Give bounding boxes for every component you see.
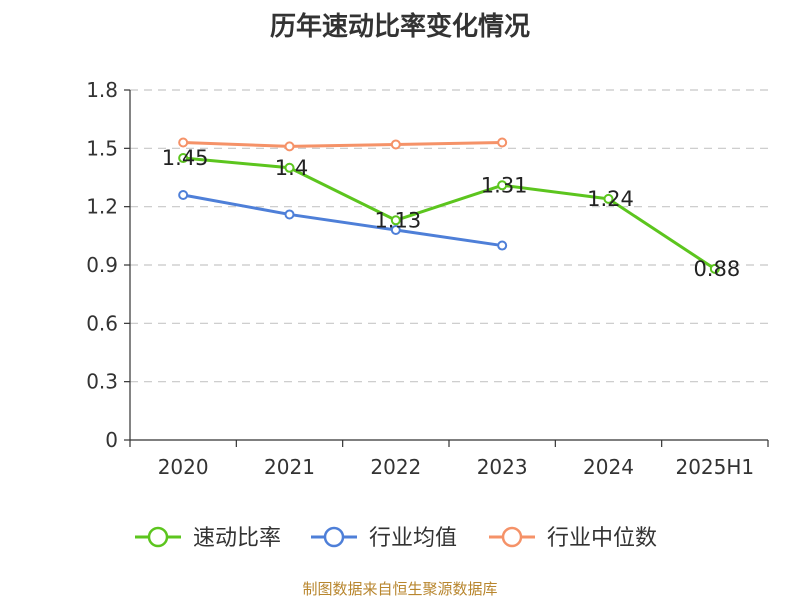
data-point xyxy=(178,190,189,200)
data-label: 1.31 xyxy=(481,173,528,197)
x-tick-label: 2021 xyxy=(264,455,315,479)
data-label: 1.24 xyxy=(587,187,634,211)
x-tick-label: 2023 xyxy=(477,455,528,479)
y-tick-label: 0.6 xyxy=(86,311,118,335)
series-group xyxy=(178,137,720,274)
x-tick-label: 2020 xyxy=(158,455,209,479)
grid-lines xyxy=(130,89,768,383)
legend-label: 速动比率 xyxy=(193,526,281,551)
data-label: 1.4 xyxy=(275,156,308,180)
data-point xyxy=(390,215,401,226)
data-point xyxy=(497,180,508,191)
legend-marker xyxy=(323,526,345,548)
data-label: 0.88 xyxy=(693,257,740,281)
legend-item-2[interactable]: 行业中位数 xyxy=(489,526,657,551)
data-point xyxy=(709,263,720,274)
x-tick-label: 2025H1 xyxy=(675,455,754,479)
legend-marker xyxy=(147,526,169,548)
y-tick-label: 1.2 xyxy=(86,195,118,219)
chart-title: 历年速动比率变化情况 xyxy=(269,12,530,42)
data-point xyxy=(497,137,508,148)
x-tick-label: 2024 xyxy=(583,455,634,479)
data-label: 1.45 xyxy=(162,146,209,170)
series-line-2 xyxy=(183,141,503,148)
y-tick-label: 1.8 xyxy=(86,78,118,102)
data-point xyxy=(497,240,508,251)
series-line-0 xyxy=(183,156,716,271)
y-tick-label: 0 xyxy=(105,428,118,452)
legend-marker xyxy=(501,526,523,548)
legend-label: 行业中位数 xyxy=(547,526,657,551)
legend-label: 行业均值 xyxy=(369,526,457,551)
y-tick-label: 0.9 xyxy=(86,253,118,277)
y-tick-label: 0.3 xyxy=(86,370,118,394)
data-point xyxy=(390,139,401,150)
data-point xyxy=(284,209,295,220)
data-point xyxy=(284,141,295,152)
series-line-1 xyxy=(182,193,503,248)
y-tick-label: 1.5 xyxy=(86,136,118,160)
data-point xyxy=(284,162,295,173)
data-label: 1.13 xyxy=(374,208,421,232)
legend-item-0[interactable]: 速动比率 xyxy=(135,526,281,551)
axes xyxy=(124,89,769,447)
x-tick-label: 2022 xyxy=(370,455,421,479)
legend[interactable]: 速动比率 行业均值 行业中位数 xyxy=(135,526,657,551)
data-labels: 1.45 1.4 1.13 1.31 1.24 0.88 xyxy=(162,146,740,281)
data-point xyxy=(390,225,401,235)
source-footer: 制图数据来自恒生聚源数据库 xyxy=(302,580,498,598)
y-axis-ticks: 0 0.3 0.6 0.9 1.2 1.5 1.8 xyxy=(86,78,118,452)
data-point xyxy=(178,137,189,148)
x-axis-ticks: 2020 2021 2022 2023 2024 2025H1 xyxy=(158,455,754,479)
data-point xyxy=(178,153,189,164)
legend-item-1[interactable]: 行业均值 xyxy=(311,526,457,551)
data-point xyxy=(603,193,614,204)
